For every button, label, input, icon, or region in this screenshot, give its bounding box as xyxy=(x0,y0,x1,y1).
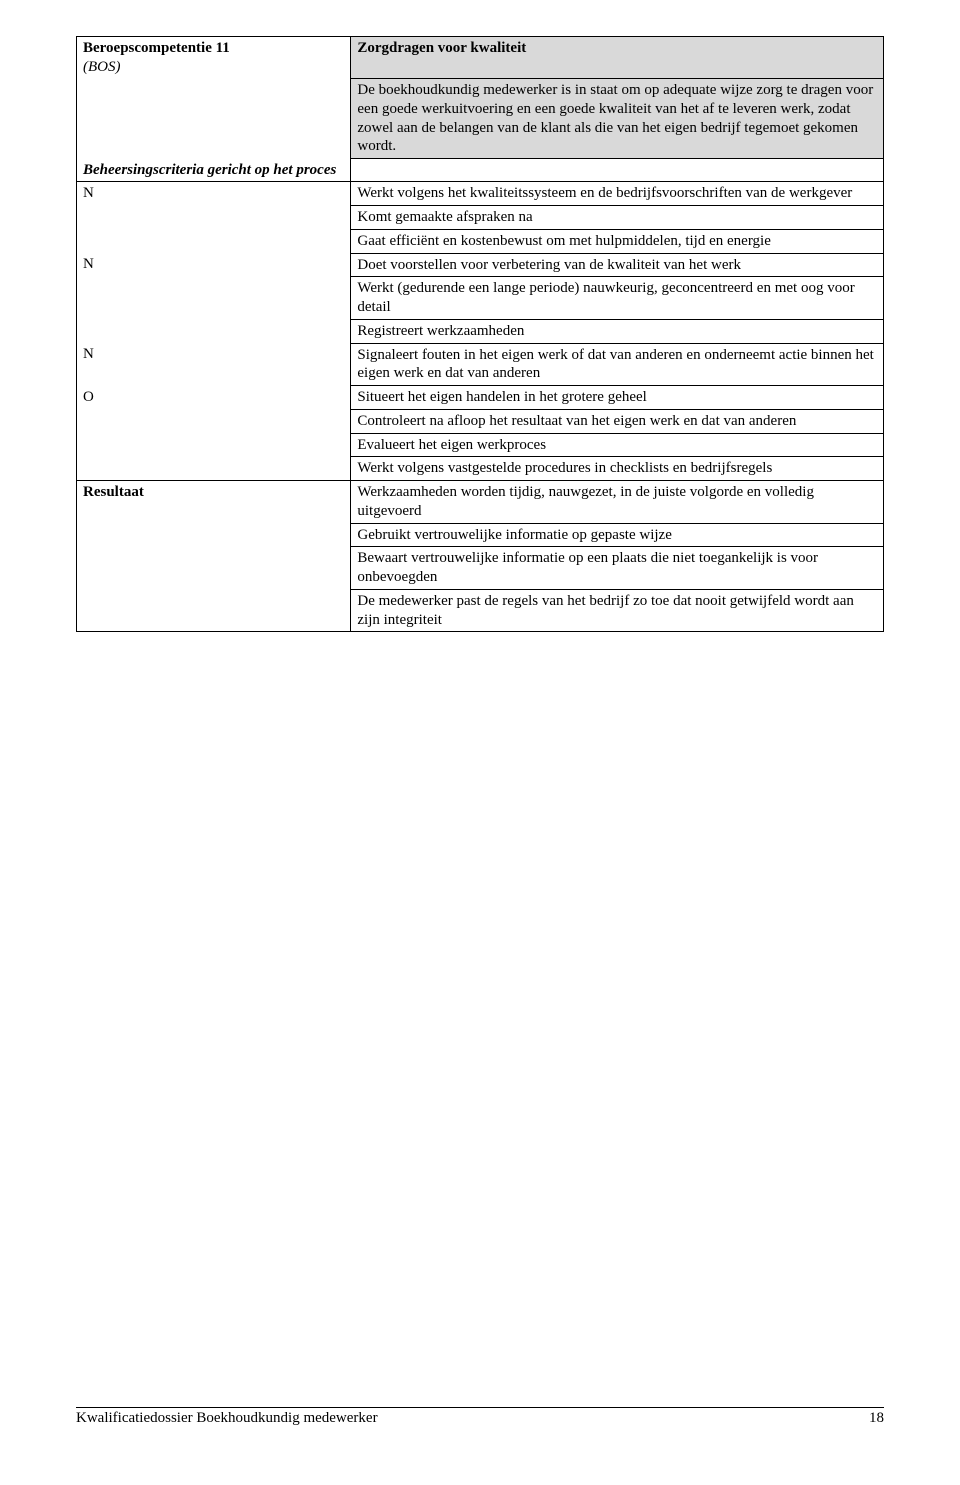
criteria-row: Komt gemaakte afspraken na xyxy=(351,206,884,230)
competency-table: Beroepscompetentie 11 (BOS) Zorgdragen v… xyxy=(76,36,884,632)
criteria-row: Situeert het eigen handelen in het grote… xyxy=(351,386,884,410)
competence-label: Beroepscompetentie 11 xyxy=(83,40,230,56)
criteria-row: Werkt volgens het kwaliteitssysteem en d… xyxy=(351,182,884,206)
result-label: Resultaat xyxy=(77,481,351,524)
criteria-row: Evalueert het eigen werkproces xyxy=(351,433,884,457)
criteria-row: Controleert na afloop het resultaat van … xyxy=(351,409,884,433)
marker-n-1: N xyxy=(77,253,351,277)
right-title: Zorgdragen voor kwaliteit xyxy=(351,37,884,79)
criteria-row: Werkt volgens vastgestelde procedures in… xyxy=(351,457,884,481)
result-row: De medewerker past de regels van het bed… xyxy=(351,589,884,632)
criteria-row: Doet voorstellen voor verbetering van de… xyxy=(351,253,884,277)
criteria-row: Signaleert fouten in het eigen werk of d… xyxy=(351,343,884,386)
right-intro: De boekhoudkundig medewerker is in staat… xyxy=(351,79,884,159)
result-row: Werkzaamheden worden tijdig, nauwgezet, … xyxy=(351,481,884,524)
criteria-row: Werkt (gedurende een lange periode) nauw… xyxy=(351,277,884,320)
page-footer: Kwalificatiedossier Boekhoudkundig medew… xyxy=(76,1407,884,1427)
marker-o: O xyxy=(77,386,351,410)
criteria-row: Registreert werkzaamheden xyxy=(351,319,884,343)
competence-code: (BOS) xyxy=(83,59,121,75)
footer-title: Kwalificatiedossier Boekhoudkundig medew… xyxy=(76,1410,378,1427)
marker-n-0: N xyxy=(77,182,351,206)
marker-n-2: N xyxy=(77,343,351,386)
page-number: 18 xyxy=(869,1410,884,1427)
result-row: Gebruikt vertrouwelijke informatie op ge… xyxy=(351,523,884,547)
result-row: Bewaart vertrouwelijke informatie op een… xyxy=(351,547,884,590)
criteria-row: Gaat efficiënt en kostenbewust om met hu… xyxy=(351,229,884,253)
criteria-label: Beheersingscriteria gericht op het proce… xyxy=(77,159,351,182)
